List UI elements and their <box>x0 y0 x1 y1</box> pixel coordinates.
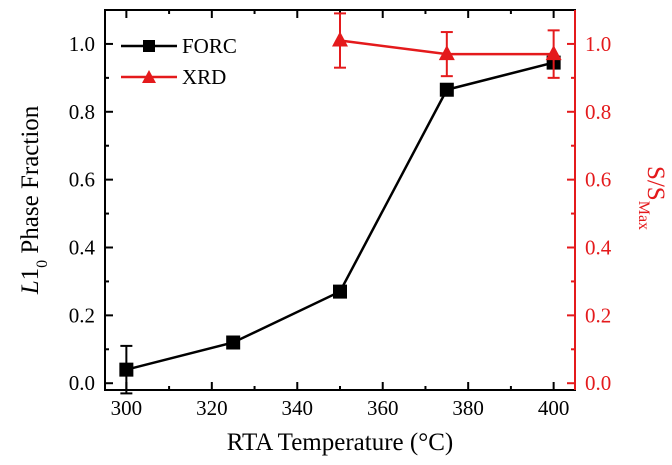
y-left-title-italic: L <box>17 280 44 295</box>
xrd-point <box>332 31 348 47</box>
y-right-tick-label: 0.0 <box>585 371 611 395</box>
xrd-point <box>438 45 455 61</box>
ticks-layer: 300 320 340 360 380 400 0.0 0.2 0.4 0.6 0.8 1.0 0.0 0… <box>69 10 612 420</box>
y-right-tick-label: 0.6 <box>585 168 611 192</box>
y-left-title-rest: Phase Fraction <box>17 105 44 260</box>
x-axis-title: RTA Temperature (°C) <box>227 429 453 456</box>
y-left-tick-label: 0.6 <box>69 168 95 192</box>
y-left-tick-label: 1.0 <box>69 32 95 56</box>
x-tick-label: 360 <box>367 396 399 420</box>
series-layer <box>119 12 562 395</box>
xrd-point <box>545 45 562 61</box>
forc-point <box>439 82 454 97</box>
x-tick-label: 400 <box>538 396 570 420</box>
y-right-tick-label: 0.4 <box>585 236 612 260</box>
legend: FORC XRD <box>121 34 237 89</box>
legend-item-xrd: XRD <box>121 65 226 89</box>
legend-forc-marker <box>143 40 155 52</box>
y-right-title-sub: Max <box>636 201 653 230</box>
y-left-title-main: 1 <box>17 268 44 281</box>
y-right-tick-label: 1.0 <box>585 32 611 56</box>
legend-xrd-label: XRD <box>182 65 226 89</box>
y-right-title-main: S/S <box>642 166 669 201</box>
forc-series-line <box>126 61 554 371</box>
y-left-title-sub: 0 <box>34 260 51 268</box>
legend-item-forc: FORC <box>121 34 237 58</box>
y-left-tick-label: 0.4 <box>69 236 96 260</box>
x-tick-label: 340 <box>282 396 314 420</box>
y-right-tick-label: 0.8 <box>585 100 611 124</box>
forc-point <box>226 335 241 350</box>
y-axis-right-title: S/SMax <box>636 166 670 230</box>
forc-point <box>119 362 134 377</box>
x-tick-label: 380 <box>452 396 484 420</box>
y-right-tick-label: 0.2 <box>585 303 611 327</box>
legend-xrd-marker <box>142 70 156 83</box>
x-tick-label: 320 <box>196 396 228 420</box>
y-axis-left-title: L10 Phase Fraction <box>17 105 51 295</box>
y-left-tick-label: 0.8 <box>69 100 95 124</box>
x-tick-label: 300 <box>111 396 143 420</box>
y-left-tick-label: 0.0 <box>69 371 95 395</box>
forc-point <box>333 284 347 299</box>
y-left-tick-label: 0.2 <box>69 303 95 327</box>
legend-forc-label: FORC <box>182 34 237 58</box>
